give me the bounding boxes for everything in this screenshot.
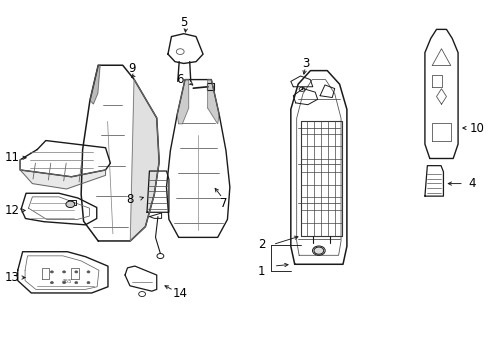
- Circle shape: [313, 247, 323, 254]
- Circle shape: [62, 282, 65, 284]
- Text: 4: 4: [468, 177, 475, 190]
- Circle shape: [75, 282, 78, 284]
- Text: 465: 465: [62, 279, 73, 284]
- Circle shape: [50, 271, 53, 273]
- Polygon shape: [207, 80, 219, 124]
- Circle shape: [66, 201, 75, 208]
- Text: 1: 1: [257, 265, 265, 278]
- Text: 14: 14: [172, 287, 187, 300]
- Text: 12: 12: [5, 204, 20, 217]
- Text: 3: 3: [301, 57, 308, 70]
- Circle shape: [75, 271, 78, 273]
- Text: 10: 10: [469, 122, 484, 135]
- Text: 13: 13: [5, 271, 20, 284]
- Polygon shape: [20, 160, 105, 189]
- Circle shape: [50, 282, 53, 284]
- Text: 5: 5: [180, 16, 187, 29]
- Text: 2: 2: [257, 238, 265, 251]
- Text: 6: 6: [176, 73, 183, 86]
- Text: 8: 8: [126, 193, 133, 206]
- Polygon shape: [177, 80, 188, 124]
- Polygon shape: [130, 79, 159, 241]
- Polygon shape: [90, 65, 100, 104]
- Circle shape: [62, 271, 65, 273]
- Text: 11: 11: [5, 151, 20, 164]
- Circle shape: [87, 271, 90, 273]
- Text: 7: 7: [220, 197, 227, 210]
- Text: 9: 9: [128, 62, 136, 75]
- Circle shape: [87, 282, 90, 284]
